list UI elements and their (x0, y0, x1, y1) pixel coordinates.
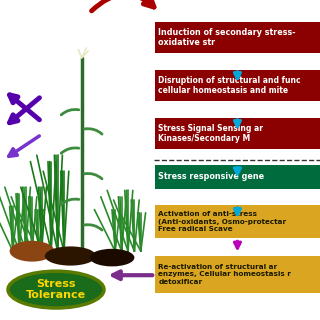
FancyBboxPatch shape (155, 118, 320, 149)
Ellipse shape (8, 271, 104, 308)
Text: Activation of anti-stress
(Anti-oxidants, Osmo-protectar
Free radical Scave: Activation of anti-stress (Anti-oxidants… (158, 211, 286, 232)
Text: Induction of secondary stress-
oxidative str: Induction of secondary stress- oxidative… (158, 28, 296, 47)
FancyBboxPatch shape (155, 256, 320, 293)
Text: Re-activation of structural ar
enzymes, Cellular homeostasis r
detoxificar: Re-activation of structural ar enzymes, … (158, 264, 291, 285)
Text: Stress
Tolerance: Stress Tolerance (26, 279, 86, 300)
Ellipse shape (10, 241, 54, 262)
FancyBboxPatch shape (155, 22, 320, 53)
Text: Disruption of structural and func
cellular homeostasis and mite: Disruption of structural and func cellul… (158, 76, 301, 95)
Text: Stress Signal Sensing ar
Kinases/Secondary M: Stress Signal Sensing ar Kinases/Seconda… (158, 124, 263, 143)
Ellipse shape (45, 246, 96, 266)
FancyBboxPatch shape (155, 165, 320, 189)
Text: Stress responsive gene: Stress responsive gene (158, 172, 265, 181)
FancyBboxPatch shape (155, 70, 320, 101)
FancyBboxPatch shape (155, 205, 320, 238)
Ellipse shape (90, 249, 134, 266)
FancyArrowPatch shape (92, 0, 154, 11)
